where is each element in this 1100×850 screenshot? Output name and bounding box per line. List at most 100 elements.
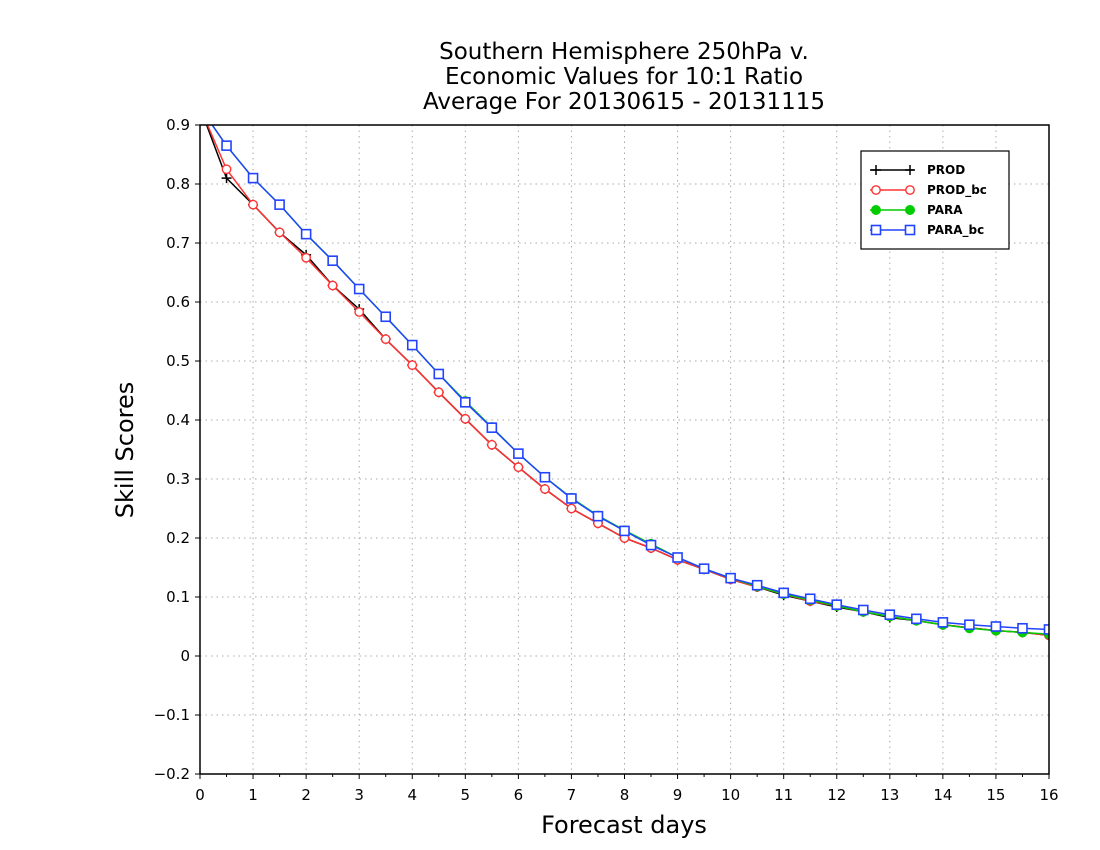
data-point-para-bc xyxy=(725,572,736,584)
legend-marker xyxy=(905,165,915,175)
legend-marker xyxy=(871,165,881,175)
x-tick-label: 7 xyxy=(567,786,577,804)
x-tick-label: 15 xyxy=(986,786,1005,804)
data-point-prod-bc xyxy=(248,199,258,210)
data-point-para-bc xyxy=(857,604,869,616)
data-point-para-bc xyxy=(911,613,922,625)
legend-box xyxy=(860,150,1010,250)
data-point-para-bc xyxy=(274,199,285,210)
legend-item-para: PARA xyxy=(870,203,963,217)
data-point-prod-bc xyxy=(327,280,338,291)
legend-marker xyxy=(870,224,882,236)
data-point-para-bc xyxy=(1043,624,1049,635)
y-tick-label: 0.6 xyxy=(166,293,190,311)
y-tick-label: 0.9 xyxy=(166,116,190,134)
data-point-para-bc xyxy=(990,621,1002,632)
y-tick-label: 0.4 xyxy=(166,411,190,429)
data-point-para-bc xyxy=(884,609,896,621)
axis-ticks: 0 1 2 3 4 5 6 7 8 9 10 11 12 13 14 15 16−0.2−0.100.10.20… xyxy=(154,116,1059,804)
legend-items: PROD PROD_bc PARA PARA_bc xyxy=(870,163,987,238)
y-tick-label: 0.8 xyxy=(166,175,190,193)
legend-label: PARA xyxy=(927,203,963,217)
data-point-prod-bc xyxy=(513,462,524,473)
x-axis-title: Forecast days xyxy=(541,811,707,839)
data-point-para-bc xyxy=(698,563,710,574)
data-point-para-bc xyxy=(964,619,975,631)
data-point-prod-bc xyxy=(301,252,312,263)
legend-item-prod-bc: PROD_bc xyxy=(870,183,987,198)
x-tick-label: 6 xyxy=(514,786,524,804)
x-tick-label: 16 xyxy=(1039,786,1058,804)
data-point-para-bc xyxy=(247,172,259,184)
x-tick-label: 0 xyxy=(195,786,205,804)
data-point-prod-bc xyxy=(354,307,365,317)
y-tick-label: 0 xyxy=(180,647,190,665)
data-point-para-bc xyxy=(327,255,338,267)
data-point-para-bc xyxy=(406,339,418,351)
x-tick-label: 3 xyxy=(354,786,364,804)
data-point-para-bc xyxy=(566,493,577,504)
x-tick-label: 12 xyxy=(827,786,846,804)
legend-item-para-bc: PARA_bc xyxy=(870,223,984,238)
y-tick-label: 0.5 xyxy=(166,352,190,370)
data-point-para-bc xyxy=(751,579,763,591)
data-point-prod-bc xyxy=(380,334,391,345)
data-point-prod-bc xyxy=(433,387,444,398)
y-tick-label: −0.1 xyxy=(154,706,190,724)
series-lines xyxy=(205,125,1049,641)
x-tick-label: 11 xyxy=(774,786,793,804)
legend-marker xyxy=(871,205,881,215)
data-point-para-bc xyxy=(804,593,816,605)
x-tick-label: 1 xyxy=(248,786,258,804)
y-axis-title: Skill Scores xyxy=(111,382,139,519)
y-tick-label: 0.3 xyxy=(166,470,190,488)
x-tick-label: 8 xyxy=(620,786,630,804)
y-tick-label: 0.2 xyxy=(166,529,190,547)
data-point-prod-bc xyxy=(221,164,232,175)
x-tick-label: 13 xyxy=(880,786,899,804)
legend-item-prod: PROD xyxy=(870,163,965,177)
y-tick-label: 0.1 xyxy=(166,588,190,606)
data-point-para-bc xyxy=(486,422,498,433)
title-line-1: Southern Hemisphere 250hPa v. xyxy=(439,39,809,65)
legend-marker xyxy=(904,224,916,236)
data-point-para-bc xyxy=(513,448,524,459)
x-tick-label: 2 xyxy=(301,786,311,804)
data-point-para-bc xyxy=(380,311,392,323)
grid-lines xyxy=(200,125,1049,774)
data-point-prod-bc xyxy=(566,503,577,514)
series-para-bc xyxy=(211,125,1049,635)
data-point-para-bc xyxy=(221,140,232,151)
chart-title: Southern Hemisphere 250hPa v. Economic V… xyxy=(423,39,825,115)
legend-label: PROD xyxy=(927,163,965,177)
data-point-prod xyxy=(221,173,232,184)
x-tick-label: 14 xyxy=(933,786,952,804)
legend-label: PARA_bc xyxy=(927,223,984,238)
data-point-prod-bc xyxy=(540,484,550,494)
data-point-para-bc xyxy=(937,617,949,628)
data-point-para-bc xyxy=(353,283,365,295)
title-line-2: Economic Values for 10:1 Ratio xyxy=(445,64,803,90)
y-tick-label: 0.7 xyxy=(166,234,190,252)
x-tick-label: 10 xyxy=(721,786,740,804)
data-point-para-bc xyxy=(831,599,843,610)
data-point-para-bc xyxy=(1017,622,1028,634)
data-point-prod-bc xyxy=(460,413,471,424)
data-point-para-bc xyxy=(592,510,604,522)
y-tick-label: −0.2 xyxy=(154,765,190,783)
data-point-para-bc xyxy=(619,525,630,537)
data-point-para-bc xyxy=(300,228,312,240)
data-point-para-bc xyxy=(433,368,445,380)
data-point-para-bc xyxy=(460,396,471,408)
data-point-prod-bc xyxy=(274,227,285,238)
title-line-3: Average For 20130615 - 20131115 xyxy=(423,89,825,115)
legend-marker xyxy=(871,185,881,195)
legend-label: PROD_bc xyxy=(927,183,987,198)
data-point-para-bc xyxy=(778,587,789,599)
legend-marker xyxy=(905,185,915,195)
x-tick-label: 4 xyxy=(407,786,417,804)
x-tick-label: 9 xyxy=(673,786,683,804)
data-point-para-bc xyxy=(645,539,657,551)
